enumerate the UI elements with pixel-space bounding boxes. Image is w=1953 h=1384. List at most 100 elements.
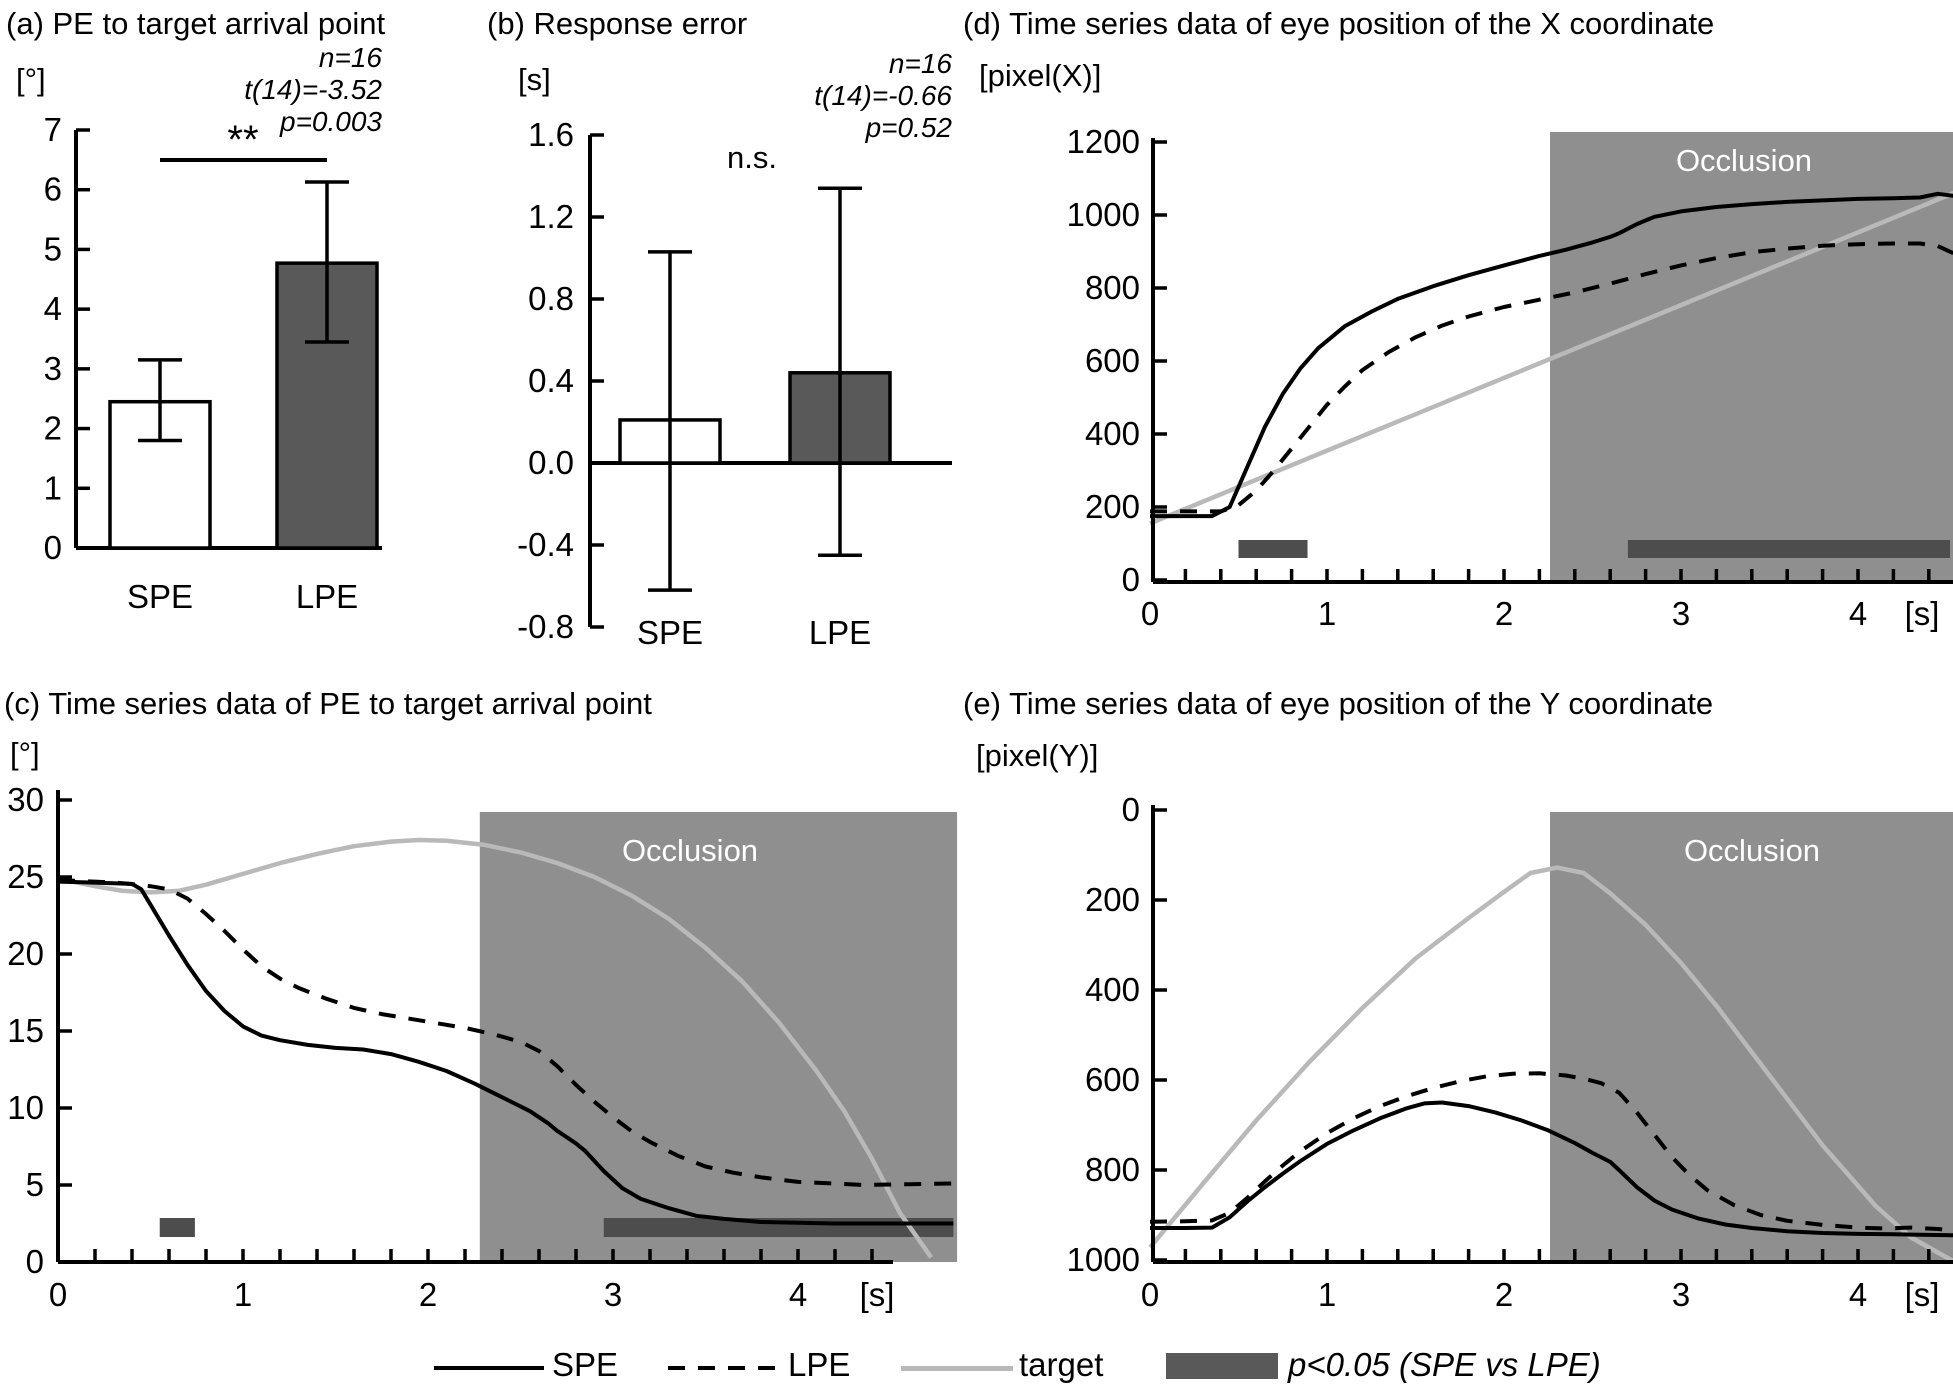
x-axis-unit-label: [s] — [1905, 595, 1940, 632]
x-tick-label: 2 — [419, 1276, 437, 1313]
y-tick-label: 800 — [1085, 1151, 1140, 1188]
occlusion-region — [1550, 132, 1953, 582]
series-target-line — [57, 837, 934, 1259]
panel-b-title: (b) Response error — [487, 6, 748, 41]
series-spe-line — [1150, 1100, 1953, 1238]
y-tick-label: 1200 — [1067, 123, 1140, 160]
legend-label-lpe: LPE — [788, 1346, 851, 1383]
y-tick-label: 0.0 — [528, 444, 574, 481]
y-tick-label: 1000 — [1067, 1241, 1140, 1278]
y-tick-label: 400 — [1085, 415, 1140, 452]
x-tick-label: 0 — [49, 1276, 67, 1313]
series-lpe-line — [1149, 1071, 1953, 1233]
panel-e-ylabel: [pixel(Y)] — [976, 738, 1099, 773]
y-tick-label: 5 — [44, 230, 62, 267]
series-lpe-line — [1150, 241, 1953, 514]
y-tick-label: 0 — [1122, 791, 1140, 828]
panel-b-stat-p: p=0.52 — [865, 112, 952, 143]
legend-label-target: target — [1019, 1346, 1104, 1383]
panel-a-stat-n: n=16 — [318, 42, 382, 73]
y-tick-label: 7 — [44, 111, 62, 148]
y-tick-label: 800 — [1085, 269, 1140, 306]
x-tick-label: 1 — [1318, 1276, 1336, 1313]
x-tick-label: 1 — [234, 1276, 252, 1313]
category-label: SPE — [127, 578, 193, 615]
y-tick-label: 0 — [1122, 561, 1140, 598]
x-tick-label: 2 — [1495, 1276, 1513, 1313]
y-tick-label: 2 — [44, 410, 62, 447]
panel-b-ylabel: [s] — [518, 62, 551, 97]
y-tick-label: 200 — [1085, 488, 1140, 525]
y-tick-label: 30 — [7, 781, 44, 818]
legend-solid-line-swatch — [434, 1366, 544, 1370]
y-tick-label: 1.2 — [528, 198, 574, 235]
x-tick-label: 3 — [604, 1276, 622, 1313]
series-target-line — [1148, 865, 1953, 1264]
legend-label-spe: SPE — [552, 1346, 619, 1383]
significance-bar — [1627, 540, 1951, 558]
y-tick-label: 600 — [1085, 1061, 1140, 1098]
panel-a-stats: n=16 t(14)=-3.52 p=0.003 — [244, 42, 382, 138]
significance-bar — [159, 1218, 195, 1237]
panel-b-stats: n=16 t(14)=-0.66 p=0.52 — [814, 48, 952, 144]
x-axis-unit-label: [s] — [1905, 1276, 1940, 1313]
series-spe-line — [57, 879, 954, 1226]
panel-d-occlusion-label: Occlusion — [1675, 143, 1813, 178]
y-tick-label: 15 — [7, 1012, 44, 1049]
panel-b-significance-ns: n.s. — [727, 140, 777, 175]
panel-d-ylabel: [pixel(X)] — [979, 58, 1102, 93]
panel-a-significance-stars: ** — [227, 118, 259, 162]
x-tick-label: 4 — [789, 1276, 807, 1313]
y-tick-label: 6 — [44, 171, 62, 208]
legend-significance-swatch — [1166, 1353, 1278, 1379]
legend-gray-line-swatch — [901, 1366, 1013, 1371]
y-tick-label: 400 — [1085, 971, 1140, 1008]
significance-bar — [1238, 540, 1308, 558]
panel-e-title: (e) Time series data of eye position of … — [963, 686, 1714, 721]
y-tick-label: -0.4 — [517, 526, 574, 563]
panel-a-stat-p: p=0.003 — [280, 106, 382, 137]
y-tick-label: 1 — [44, 469, 62, 506]
x-tick-label: 4 — [1849, 1276, 1867, 1313]
y-tick-label: 600 — [1085, 342, 1140, 379]
category-label: LPE — [296, 578, 358, 615]
panel-c-ylabel: [°] — [10, 736, 40, 771]
series-spe-line — [1150, 191, 1953, 519]
category-label: SPE — [637, 614, 703, 651]
legend-label-significance: p<0.05 (SPE vs LPE) — [1288, 1346, 1601, 1383]
x-tick-label: 2 — [1495, 595, 1513, 632]
occlusion-region — [1550, 812, 1953, 1262]
y-tick-label: 25 — [7, 858, 44, 895]
panel-c-title: (c) Time series data of PE to target arr… — [4, 686, 652, 721]
x-tick-label: 4 — [1849, 595, 1867, 632]
x-axis-unit-label: [s] — [860, 1276, 895, 1313]
panel-a-title: (a) PE to target arrival point — [6, 6, 386, 41]
y-tick-label: 0.8 — [528, 280, 574, 317]
x-tick-label: 1 — [1318, 595, 1336, 632]
panel-a-stat-t: t(14)=-3.52 — [244, 74, 382, 105]
category-label: LPE — [809, 614, 871, 651]
y-tick-label: 20 — [7, 935, 44, 972]
panel-d-title: (d) Time series data of eye position of … — [963, 6, 1715, 41]
panel-a-ylabel: [°] — [16, 62, 46, 97]
panel-c-occlusion-label: Occlusion — [621, 833, 759, 868]
x-tick-label: 3 — [1672, 595, 1690, 632]
y-tick-label: 1000 — [1067, 196, 1140, 233]
y-tick-label: 10 — [7, 1089, 44, 1126]
occlusion-region — [479, 812, 958, 1262]
y-tick-label: 4 — [44, 290, 62, 327]
y-tick-label: 5 — [26, 1166, 44, 1203]
y-tick-label: 0 — [44, 529, 62, 566]
y-tick-label: 3 — [44, 350, 62, 387]
x-tick-label: 0 — [1141, 595, 1159, 632]
panel-b-stat-n: n=16 — [888, 48, 952, 79]
x-tick-label: 3 — [1672, 1276, 1690, 1313]
legend-dashed-line-swatch — [668, 1366, 780, 1370]
y-tick-label: 1.6 — [528, 116, 574, 153]
panel-b-stat-t: t(14)=-0.66 — [814, 80, 952, 111]
series-lpe-line — [57, 878, 954, 1187]
y-tick-label: 0.4 — [528, 362, 574, 399]
x-tick-label: 0 — [1141, 1276, 1159, 1313]
